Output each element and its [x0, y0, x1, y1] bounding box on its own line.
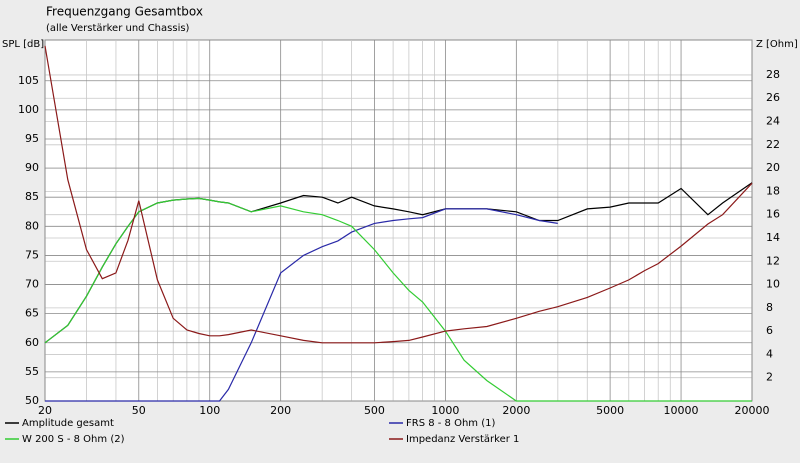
y-tick-label: 100: [18, 103, 39, 116]
x-tick-label: 10000: [664, 404, 699, 417]
series-line: [45, 208, 558, 402]
y2-tick-label: 10: [766, 278, 780, 291]
y-tick-label: 55: [25, 365, 39, 378]
x-tick-label: 200: [270, 404, 291, 417]
y2-tick-label: 24: [766, 115, 780, 128]
y2-tick-label: 20: [766, 161, 780, 174]
series-line: [44, 197, 752, 402]
y2-tick-label: 8: [766, 301, 773, 314]
x-tick-label: 1000: [431, 404, 459, 417]
x-tick-label: 5000: [596, 404, 624, 417]
legend-label: Amplitude gesamt: [22, 418, 114, 429]
y-tick-label: 75: [25, 248, 39, 261]
y-tick-label: 80: [25, 219, 39, 232]
y2-axis-label: Z [Ohm]: [756, 39, 798, 50]
x-tick-label: 50: [132, 404, 146, 417]
y2-tick-label: 16: [766, 208, 780, 221]
y2-tick-label: 28: [766, 68, 780, 81]
y-tick-label: 105: [18, 74, 39, 87]
y2-tick-label: 2: [766, 371, 773, 384]
chart-subtitle: (alle Verstärker und Chassis): [46, 23, 190, 34]
y-tick-label: 95: [25, 132, 39, 145]
series-line: [44, 45, 753, 344]
y-tick-label: 90: [25, 161, 39, 174]
y-tick-label: 70: [25, 278, 39, 291]
legend-label: Impedanz Verstärker 1: [406, 434, 519, 445]
x-tick-label: 20000: [735, 404, 770, 417]
y-tick-label: 85: [25, 190, 39, 203]
y2-tick-label: 14: [766, 231, 780, 244]
x-tick-label: 100: [199, 404, 220, 417]
x-tick-label: 500: [364, 404, 385, 417]
y-tick-label: 60: [25, 336, 39, 349]
x-tick-label: 2000: [502, 404, 530, 417]
y-tick-label: 50: [25, 394, 39, 407]
y2-tick-label: 18: [766, 184, 780, 197]
y2-tick-label: 6: [766, 324, 773, 337]
legend-label: W 200 S - 8 Ohm (2): [22, 434, 125, 445]
y-axis-label: SPL [dB]: [2, 39, 44, 50]
x-tick-label: 20: [38, 404, 52, 417]
y2-tick-label: 12: [766, 254, 780, 267]
legend-label: FRS 8 - 8 Ohm (1): [406, 418, 495, 429]
y2-tick-label: 22: [766, 138, 780, 151]
y2-tick-label: 26: [766, 91, 780, 104]
y-tick-label: 65: [25, 307, 39, 320]
chart-title: Frequenzgang Gesamtbox: [46, 5, 203, 19]
y2-tick-label: 4: [766, 347, 773, 360]
